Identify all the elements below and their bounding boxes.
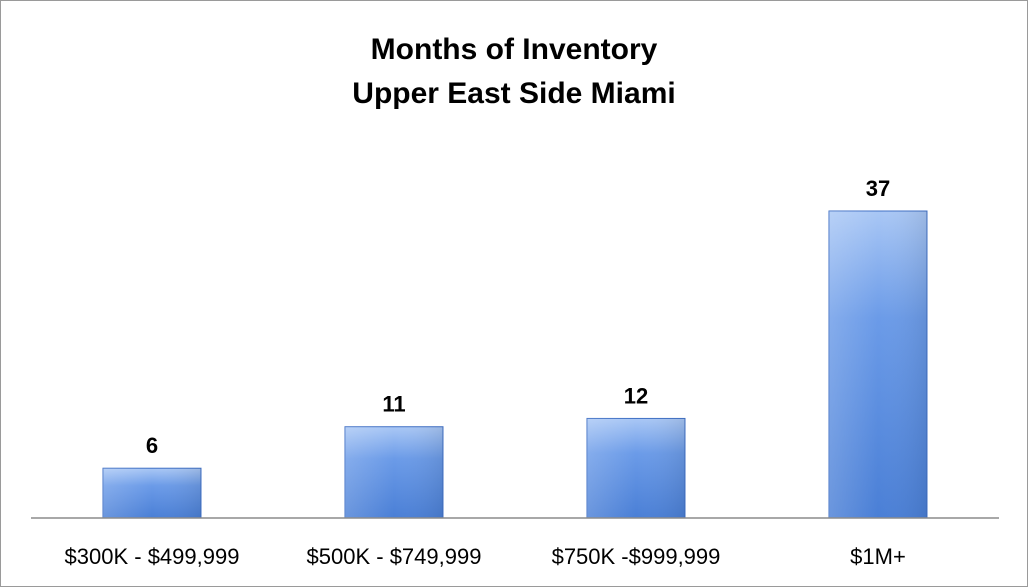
labels-layer: 6 $300K - $499,999 11 $500K - $749,999 12 $75… [65, 176, 906, 569]
data-label-3: 12 [624, 383, 648, 408]
bar-sheen-1 [103, 468, 201, 518]
bar-sheen-4 [829, 211, 927, 518]
bar-sheen-3 [587, 418, 685, 518]
data-label-4: 37 [866, 176, 890, 201]
chart-subtitle: Upper East Side Miami [352, 77, 675, 110]
x-tick-label-4: $1M+ [850, 544, 906, 569]
bars-layer [102, 210, 928, 519]
bar-sheen-2 [345, 426, 443, 518]
x-tick-label-3: $750K -$999,999 [552, 544, 721, 569]
x-tick-label-2: $500K - $749,999 [307, 544, 482, 569]
x-tick-label-1: $300K - $499,999 [65, 544, 240, 569]
chart-title: Months of Inventory [371, 33, 658, 66]
data-label-2: 11 [382, 392, 405, 417]
data-label-1: 6 [146, 433, 158, 458]
